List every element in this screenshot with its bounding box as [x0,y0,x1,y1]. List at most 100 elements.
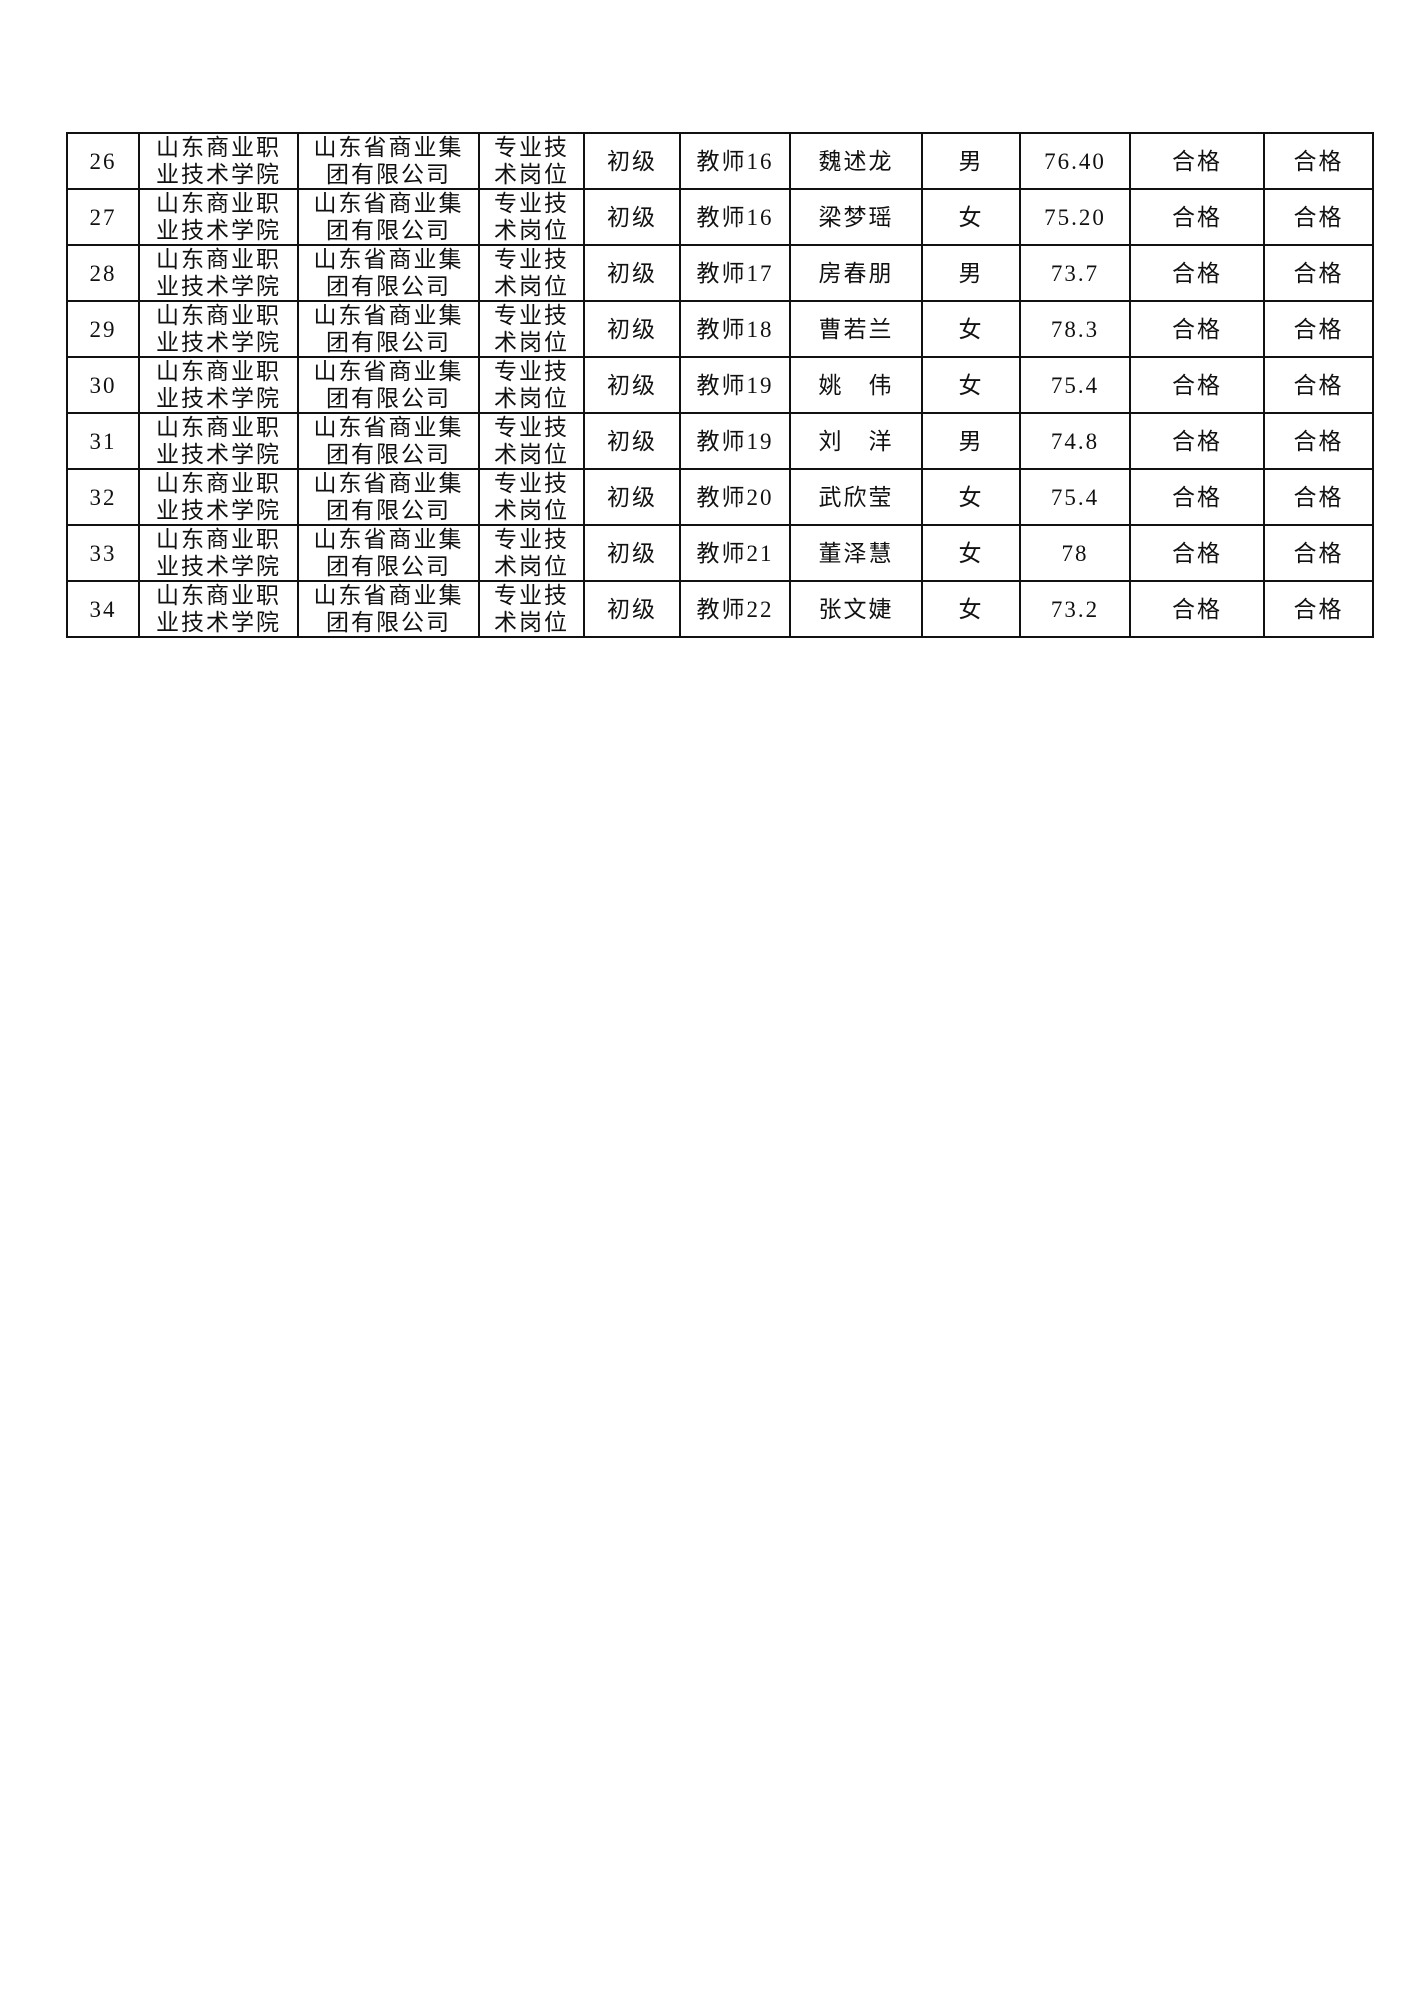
post-type-cell: 专业技 术岗位 [478,244,585,302]
candidate-name-cell: 姚 伟 [789,356,923,414]
employer-name-line: 团有限公司 [326,386,451,411]
result-1-cell: 合格 [1129,468,1265,526]
result-2-cell: 合格 [1263,412,1374,470]
result-2-cell: 合格 [1263,300,1374,358]
position-code-cell: 教师16 [679,188,791,246]
post-level-cell: 初级 [583,356,681,414]
result-1-cell: 合格 [1129,300,1265,358]
post-type-cell: 专业技 术岗位 [478,580,585,638]
employer-name-line: 山东省商业集 [313,415,464,440]
employer-name-line: 团有限公司 [326,442,451,467]
post-type-cell: 专业技 术岗位 [478,188,585,246]
position-code-cell: 教师19 [679,412,791,470]
employer-name-cell: 山东省商业集 团有限公司 [297,188,480,246]
post-type-cell: 专业技 术岗位 [478,524,585,582]
candidate-name-cell: 梁梦瑶 [789,188,923,246]
school-name-line: 山东商业职 [156,471,281,496]
candidate-name-cell: 魏述龙 [789,132,923,190]
row-number-cell: 33 [66,524,140,582]
post-type-line: 术岗位 [494,330,569,355]
result-1-cell: 合格 [1129,132,1265,190]
post-level-cell: 初级 [583,300,681,358]
post-type-line: 术岗位 [494,610,569,635]
post-type-line: 专业技 [494,471,569,496]
position-code-cell: 教师22 [679,580,791,638]
score-cell: 73.2 [1019,580,1131,638]
candidate-name-cell: 曹若兰 [789,300,923,358]
result-2-cell: 合格 [1263,188,1374,246]
score-cell: 75.4 [1019,468,1131,526]
school-name-cell: 山东商业职 业技术学院 [138,132,299,190]
table-row: 29 山东商业职 业技术学院 山东省商业集 团有限公司 专业技 术岗位 初级 教师18 曹若兰女 7… [66,300,1374,358]
post-level-cell: 初级 [583,244,681,302]
post-type-line: 术岗位 [494,218,569,243]
result-1-cell: 合格 [1129,580,1265,638]
post-level-cell: 初级 [583,188,681,246]
position-code-cell: 教师16 [679,132,791,190]
post-type-cell: 专业技 术岗位 [478,356,585,414]
table-row: 34 山东商业职 业技术学院 山东省商业集 团有限公司 专业技 术岗位 初级 教师22 张文婕女 7… [66,580,1374,638]
post-type-cell: 专业技 术岗位 [478,132,585,190]
position-code-cell: 教师21 [679,524,791,582]
employer-name-cell: 山东省商业集 团有限公司 [297,244,480,302]
school-name-cell: 山东商业职 业技术学院 [138,524,299,582]
employer-name-line: 团有限公司 [326,162,451,187]
result-2-cell: 合格 [1263,132,1374,190]
employer-name-line: 山东省商业集 [313,527,464,552]
school-name-line: 山东商业职 [156,303,281,328]
table-row: 32 山东商业职 业技术学院 山东省商业集 团有限公司 专业技 术岗位 初级 教师20 武欣莹女 7… [66,468,1374,526]
gender-cell: 女 [921,580,1021,638]
candidate-name-cell: 董泽慧 [789,524,923,582]
gender-cell: 男 [921,132,1021,190]
school-name-line: 山东商业职 [156,135,281,160]
post-type-line: 术岗位 [494,554,569,579]
score-cell: 78.3 [1019,300,1131,358]
school-name-line: 山东商业职 [156,583,281,608]
school-name-line: 山东商业职 [156,191,281,216]
result-2-cell: 合格 [1263,356,1374,414]
result-2-cell: 合格 [1263,244,1374,302]
row-number-cell: 27 [66,188,140,246]
gender-cell: 男 [921,244,1021,302]
post-type-line: 专业技 [494,191,569,216]
employer-name-line: 山东省商业集 [313,583,464,608]
result-1-cell: 合格 [1129,524,1265,582]
score-cell: 75.4 [1019,356,1131,414]
school-name-line: 山东商业职 [156,415,281,440]
employer-name-cell: 山东省商业集 团有限公司 [297,468,480,526]
post-type-line: 专业技 [494,247,569,272]
candidate-name-cell: 刘 洋 [789,412,923,470]
gender-cell: 男 [921,412,1021,470]
post-type-line: 专业技 [494,359,569,384]
employer-name-line: 团有限公司 [326,610,451,635]
school-name-line: 业技术学院 [156,610,281,635]
row-number-cell: 34 [66,580,140,638]
score-cell: 75.20 [1019,188,1131,246]
position-code-cell: 教师20 [679,468,791,526]
post-type-cell: 专业技 术岗位 [478,412,585,470]
table-row: 28 山东商业职 业技术学院 山东省商业集 团有限公司 专业技 术岗位 初级 教师17 房春朋男 7… [66,244,1374,302]
school-name-line: 业技术学院 [156,386,281,411]
result-1-cell: 合格 [1129,356,1265,414]
school-name-cell: 山东商业职 业技术学院 [138,356,299,414]
post-type-line: 术岗位 [494,498,569,523]
result-2-cell: 合格 [1263,580,1374,638]
employer-name-cell: 山东省商业集 团有限公司 [297,356,480,414]
school-name-line: 业技术学院 [156,162,281,187]
school-name-cell: 山东商业职 业技术学院 [138,244,299,302]
post-type-line: 专业技 [494,415,569,440]
employer-name-line: 山东省商业集 [313,359,464,384]
post-type-line: 专业技 [494,527,569,552]
employer-name-line: 山东省商业集 [313,247,464,272]
score-cell: 74.8 [1019,412,1131,470]
employer-name-line: 山东省商业集 [313,135,464,160]
gender-cell: 女 [921,188,1021,246]
school-name-line: 业技术学院 [156,274,281,299]
employer-name-line: 山东省商业集 [313,471,464,496]
employer-name-line: 山东省商业集 [313,303,464,328]
employer-name-line: 团有限公司 [326,274,451,299]
score-cell: 78 [1019,524,1131,582]
score-cell: 73.7 [1019,244,1131,302]
